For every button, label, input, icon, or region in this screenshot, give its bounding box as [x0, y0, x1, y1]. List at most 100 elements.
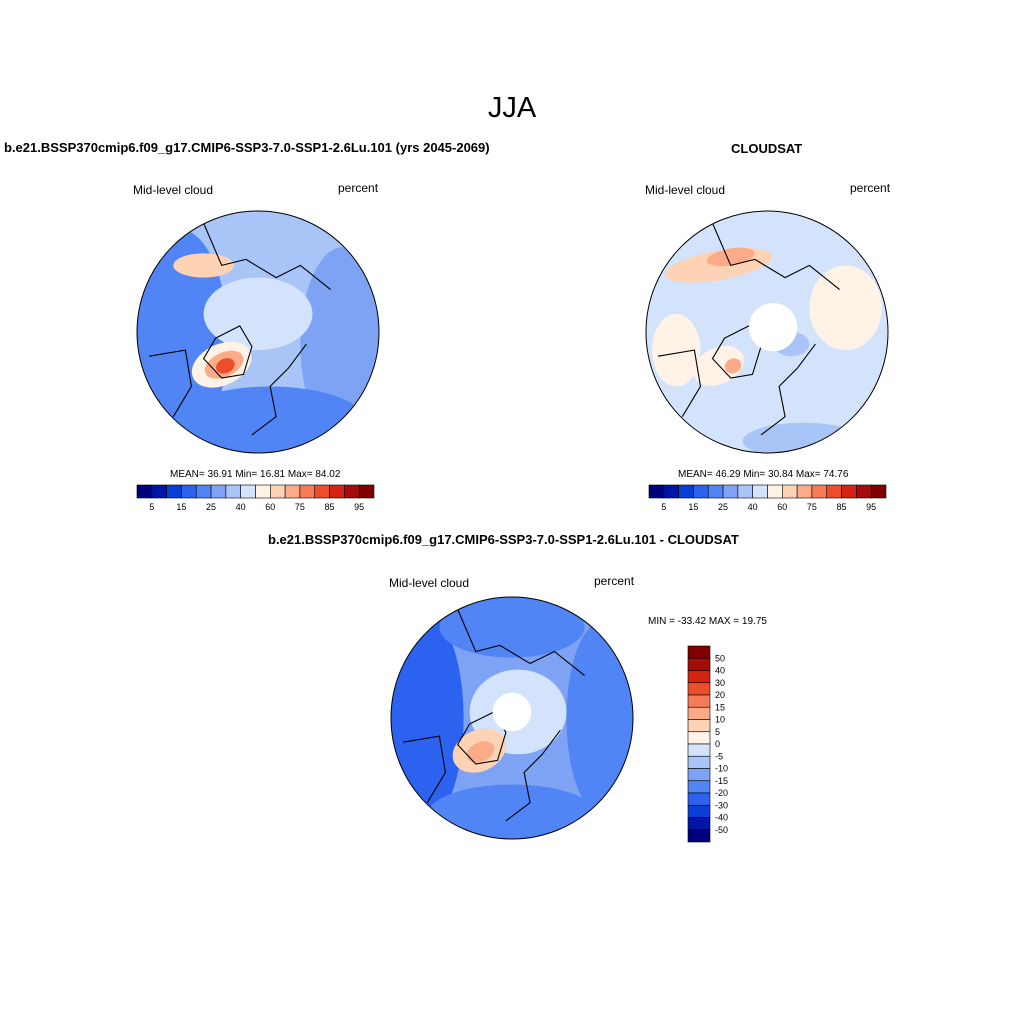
panel1-outline — [136, 210, 380, 454]
panel2-contour-region — [809, 265, 882, 351]
panel2-outline — [645, 210, 889, 454]
panel3-colorbar-box — [687, 670, 711, 684]
panel1-colorbar-box — [136, 484, 153, 499]
panel1-colorbar-tick-label: 85 — [325, 502, 335, 512]
panel3-colorbar-tick-label: 15 — [715, 702, 725, 712]
panel2-contour-region — [652, 313, 701, 387]
panel3-units-label: percent — [594, 574, 635, 588]
panel3-colorbar-tick-label: -30 — [715, 800, 728, 810]
panel2-colorbar-box — [648, 484, 665, 499]
panel3-missing-data — [492, 692, 532, 732]
panel2-colorbar-tick-label: 25 — [718, 502, 728, 512]
panel2-colorbar-box — [737, 484, 753, 499]
panel2-colorbar-box — [722, 484, 739, 499]
panel1-coastline — [149, 222, 331, 436]
panel1-colorbar-box — [344, 484, 360, 499]
panel2-contour-region — [742, 422, 864, 453]
panel3-colorbar-box — [687, 645, 711, 659]
panel1-contour-region — [203, 277, 313, 351]
panel3-colorbar-box — [687, 768, 711, 782]
panel3-colorbar-tick-label: -10 — [715, 764, 728, 774]
panel1-title: b.e21.BSSP370cmip6.f09_g17.CMIP6-SSP3-7.… — [4, 140, 490, 155]
panel1-colorbar-box — [284, 484, 301, 499]
panel3-colorbar-tick-label: 0 — [715, 739, 720, 749]
panel2-colorbar-tick-label: 85 — [837, 502, 847, 512]
panel3-colorbar-tick-label: -40 — [715, 813, 728, 823]
panel2-missing-data — [748, 302, 798, 352]
panel3-title: b.e21.BSSP370cmip6.f09_g17.CMIP6-SSP3-7.… — [268, 532, 739, 547]
panel1-colorbar-box — [240, 484, 256, 499]
panel3-colorbar-box — [687, 792, 711, 806]
panel1-colorbar-box — [255, 484, 271, 499]
panel3-colorbar-tick-label: 30 — [715, 678, 725, 688]
panel3-colorbar-tick-label: 40 — [715, 666, 725, 676]
panel3-variable-label: Mid-level cloud — [389, 576, 470, 590]
panel1-colorbar-tick-label: 25 — [206, 502, 216, 512]
panel2-colorbar-box — [678, 484, 694, 499]
panel3-colorbar-box — [687, 657, 711, 671]
panel3-colorbar-box — [687, 780, 711, 794]
panel1-colorbar-box — [314, 484, 330, 499]
season-title: JJA — [487, 92, 537, 124]
panel3-colorbar-tick-label: 5 — [715, 727, 720, 737]
panel3-coastline — [403, 608, 585, 822]
panel1-stats: MEAN= 36.91 Min= 16.81 Max= 84.02 — [170, 469, 341, 480]
panel1-colorbar-box — [195, 484, 212, 499]
panel1-colorbar-box — [329, 484, 345, 499]
panel1-field — [137, 211, 379, 453]
panel3-colorbar-box — [687, 731, 711, 745]
panel2-colorbar-box — [811, 484, 828, 499]
panel3-colorbar-tick-label: -50 — [715, 825, 728, 835]
panel2-colorbar-box — [796, 484, 813, 499]
panel2-field — [646, 211, 888, 453]
panel2-colorbar-box — [826, 484, 842, 499]
panel3-colorbar-tick-label: 20 — [715, 690, 725, 700]
panel1-contour-region — [173, 253, 234, 278]
panel3-colorbar-box — [687, 706, 711, 720]
panel3-colorbar-tick-label: -5 — [715, 751, 723, 761]
panel1-units-label: percent — [338, 181, 379, 195]
panel1-colorbar-box — [270, 484, 286, 499]
panel2-colorbar-tick-label: 40 — [748, 502, 758, 512]
panel3-colorbar-box — [687, 743, 711, 757]
panel1-colorbar-tick-label: 60 — [265, 502, 275, 512]
panel2-colorbar-box — [707, 484, 724, 499]
panel1-variable-label: Mid-level cloud — [133, 183, 214, 197]
panel1-colorbar-tick-label: 75 — [295, 502, 305, 512]
panel3-colorbar-tick-label: 10 — [715, 715, 725, 725]
panel1-colorbar-box — [151, 484, 167, 499]
panel3-colorbar-box — [687, 817, 711, 831]
panel3-contour-region — [427, 784, 597, 839]
panel2-colorbar-box — [870, 484, 887, 499]
panel2-colorbar-box — [841, 484, 857, 499]
panel1-colorbar-box — [358, 484, 375, 499]
panel2-colorbar-box — [782, 484, 798, 499]
panel2-units-label: percent — [850, 181, 891, 195]
panel2-colorbar-tick-label: 60 — [777, 502, 787, 512]
panel3-colorbar-box — [687, 829, 711, 843]
panel1-colorbar-tick-label: 15 — [176, 502, 186, 512]
panel1-colorbar-tick-label: 95 — [354, 502, 364, 512]
panel3-colorbar-box — [687, 719, 711, 733]
panel3-colorbar-box — [687, 694, 711, 708]
panel1-contour-region — [216, 358, 235, 374]
panel3-stats: MIN = -33.42 MAX = 19.75 — [648, 616, 767, 627]
panel3-colorbar-tick-label: -20 — [715, 788, 728, 798]
panel3-outline — [390, 596, 634, 840]
panel2-colorbar-tick-label: 95 — [866, 502, 876, 512]
panel3-contour-region — [466, 741, 495, 763]
panel1-colorbar-box — [181, 484, 197, 499]
panel2-colorbar-tick-label: 5 — [661, 502, 666, 512]
panel2-contour-region — [724, 358, 742, 374]
panel3-field — [391, 597, 633, 839]
panel1-colorbar-box — [166, 484, 182, 499]
panel2-variable-label: Mid-level cloud — [645, 183, 726, 197]
panel1-contour-region — [137, 229, 228, 447]
panel2-stats: MEAN= 46.29 Min= 30.84 Max= 74.76 — [678, 469, 849, 480]
panel1-colorbar-tick-label: 5 — [149, 502, 154, 512]
panel1-colorbar-box — [225, 484, 241, 499]
panel3-colorbar-box — [687, 755, 711, 769]
panel2-colorbar-box — [693, 484, 709, 499]
panel2-colorbar-box — [767, 484, 783, 499]
